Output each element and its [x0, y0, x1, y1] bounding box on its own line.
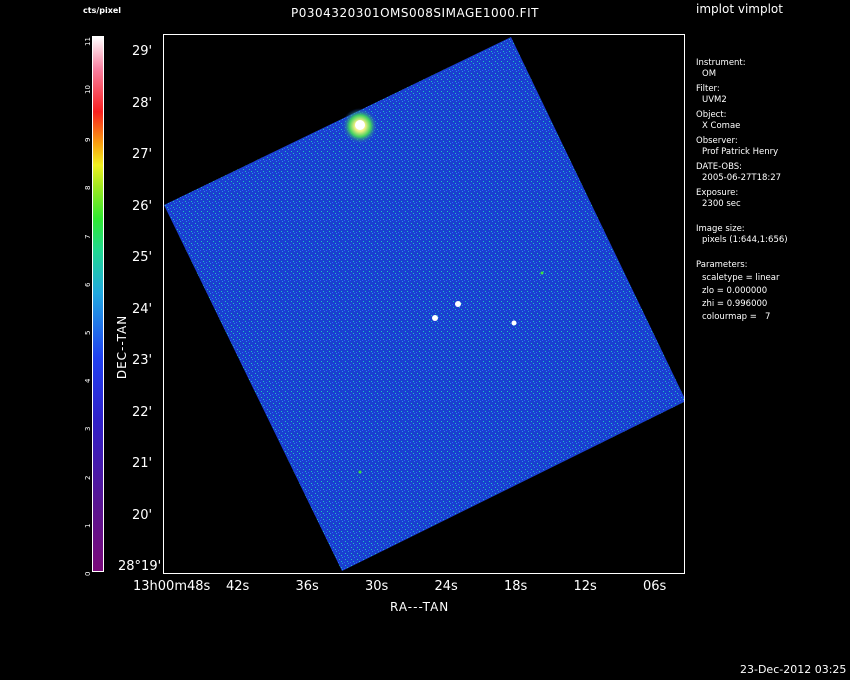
info-panel: Instrument: OM Filter: UVM2 Object: X Co… [696, 58, 788, 323]
y-tick-label: 28°19' [118, 559, 162, 574]
app-title: implot vimplot [696, 2, 783, 16]
star [358, 470, 362, 474]
zhi-value: zhi = 0.996000 [702, 299, 768, 309]
colorbar-tick-label: 9 [84, 137, 92, 143]
x-tick-label: 13h00m48s [133, 579, 211, 594]
instrument-value: OM [702, 69, 717, 79]
colorbar-tick-label: 1 [84, 523, 92, 528]
colorbar [92, 36, 104, 572]
exposure-label: Exposure: [696, 188, 739, 198]
y-tick-label: 28' [132, 95, 153, 111]
x-axis-title: RA---TAN [390, 600, 450, 614]
x-tick-label: 36s [295, 579, 319, 594]
filter-value: UVM2 [702, 95, 727, 105]
parameters-label: Parameters: [696, 260, 748, 270]
image-size-value: pixels (1:644,1:656) [702, 235, 788, 245]
x-tick-label: 18s [504, 579, 528, 594]
y-tick-label: 21' [132, 456, 153, 471]
colorbar-tick-label: 5 [84, 330, 92, 335]
y-tick-label: 22' [132, 404, 153, 420]
date-value: 2005-06-27T18:27 [702, 173, 782, 183]
y-tick-label: 24' [132, 301, 153, 317]
zlo-value: zlo = 0.000000 [702, 286, 768, 296]
object-label: Object: [696, 110, 727, 120]
colorbar-tick-label: 0 [84, 571, 92, 576]
colorbar-tick-label: 10 [84, 85, 92, 94]
colorbar-tick-label: 11 [84, 36, 92, 46]
x-tick-label: 06s [643, 579, 667, 594]
star [511, 320, 517, 326]
observer-label: Observer: [696, 136, 738, 146]
y-axis-title: DEC--TAN [115, 314, 130, 380]
star [455, 301, 461, 307]
date-label: DATE-OBS: [696, 162, 743, 172]
y-tick-label: 26' [132, 198, 153, 214]
colorbar-tick-label: 7 [84, 234, 92, 239]
x-tick-label: 24s [434, 579, 458, 594]
colorbar-tick-label: 4 [84, 378, 92, 384]
image-plot-area[interactable] [163, 34, 685, 574]
x-tick-label: 30s [365, 579, 389, 594]
y-tick-label: 29' [132, 44, 153, 59]
instrument-label: Instrument: [696, 58, 746, 68]
x-tick-label: 42s [226, 579, 250, 594]
filter-label: Filter: [696, 84, 720, 94]
exposure-value: 2300 sec [702, 199, 741, 209]
y-tick-label: 20' [132, 507, 153, 523]
x-tick-label: 12s [573, 579, 597, 594]
scaletype-value: scaletype = linear [702, 273, 780, 283]
image-size-label: Image size: [696, 224, 745, 234]
star [540, 271, 544, 275]
sky-image [164, 37, 684, 571]
bright-star-core [355, 120, 365, 130]
y-tick-label: 25' [132, 250, 153, 265]
observer-value: Prof Patrick Henry [702, 147, 779, 157]
y-tick-label: 23' [132, 353, 153, 368]
colorbar-tick-label: 8 [84, 185, 92, 191]
y-tick-label: 27' [132, 147, 153, 162]
object-value: X Comae [702, 121, 741, 131]
colorbar-tick-label: 3 [84, 426, 92, 432]
colourmap-value: colourmap = 7 [702, 312, 771, 322]
footer-date: 23-Dec-2012 03:25 [740, 663, 847, 676]
image-title: P0304320301OMS008SIMAGE1000.FIT [291, 6, 539, 20]
colorbar-tick-label: 6 [84, 282, 92, 287]
star [432, 315, 438, 321]
colorbar-label: cts/pixel [83, 6, 122, 15]
colorbar-tick-label: 2 [84, 475, 92, 480]
exposure-field [164, 37, 684, 571]
